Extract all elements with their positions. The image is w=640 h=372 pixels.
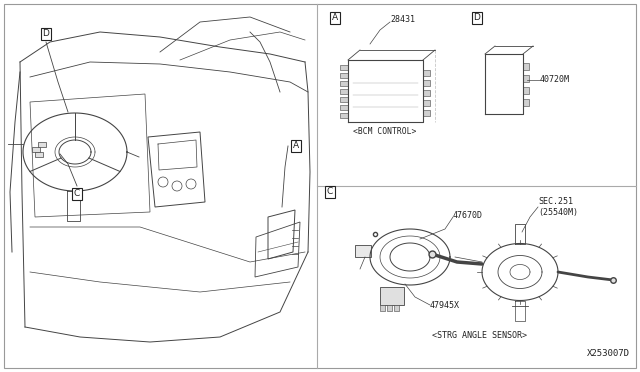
- Bar: [423, 80, 430, 86]
- Text: C: C: [74, 189, 80, 199]
- Bar: [523, 99, 529, 106]
- Bar: [523, 87, 529, 94]
- Text: D: D: [474, 13, 481, 22]
- Bar: [32, 147, 40, 152]
- Text: C: C: [327, 187, 333, 196]
- Bar: [340, 89, 348, 94]
- Bar: [340, 65, 348, 70]
- Bar: [340, 73, 348, 78]
- Text: A: A: [293, 141, 299, 151]
- Bar: [35, 152, 43, 157]
- Text: D: D: [43, 29, 49, 38]
- Text: 47945X: 47945X: [430, 301, 460, 310]
- Text: 47670D: 47670D: [453, 211, 483, 219]
- Text: A: A: [332, 13, 338, 22]
- Text: 28431: 28431: [390, 16, 415, 25]
- Text: (25540M): (25540M): [538, 208, 578, 217]
- Bar: [380, 287, 404, 305]
- Bar: [38, 142, 46, 147]
- Bar: [423, 90, 430, 96]
- Bar: [523, 63, 529, 70]
- Bar: [394, 305, 399, 311]
- Bar: [423, 100, 430, 106]
- Text: 40720M: 40720M: [540, 76, 570, 84]
- Bar: [340, 97, 348, 102]
- Bar: [340, 113, 348, 118]
- Text: SEC.251: SEC.251: [538, 198, 573, 206]
- Bar: [387, 305, 392, 311]
- Bar: [423, 70, 430, 76]
- Bar: [355, 245, 371, 257]
- Text: <BCM CONTROL>: <BCM CONTROL>: [353, 127, 417, 136]
- Bar: [340, 105, 348, 110]
- Bar: [423, 110, 430, 116]
- Text: <STRG ANGLE SENSOR>: <STRG ANGLE SENSOR>: [433, 331, 527, 340]
- Bar: [380, 305, 385, 311]
- Bar: [523, 75, 529, 82]
- Bar: [340, 81, 348, 86]
- Text: X253007D: X253007D: [587, 350, 630, 359]
